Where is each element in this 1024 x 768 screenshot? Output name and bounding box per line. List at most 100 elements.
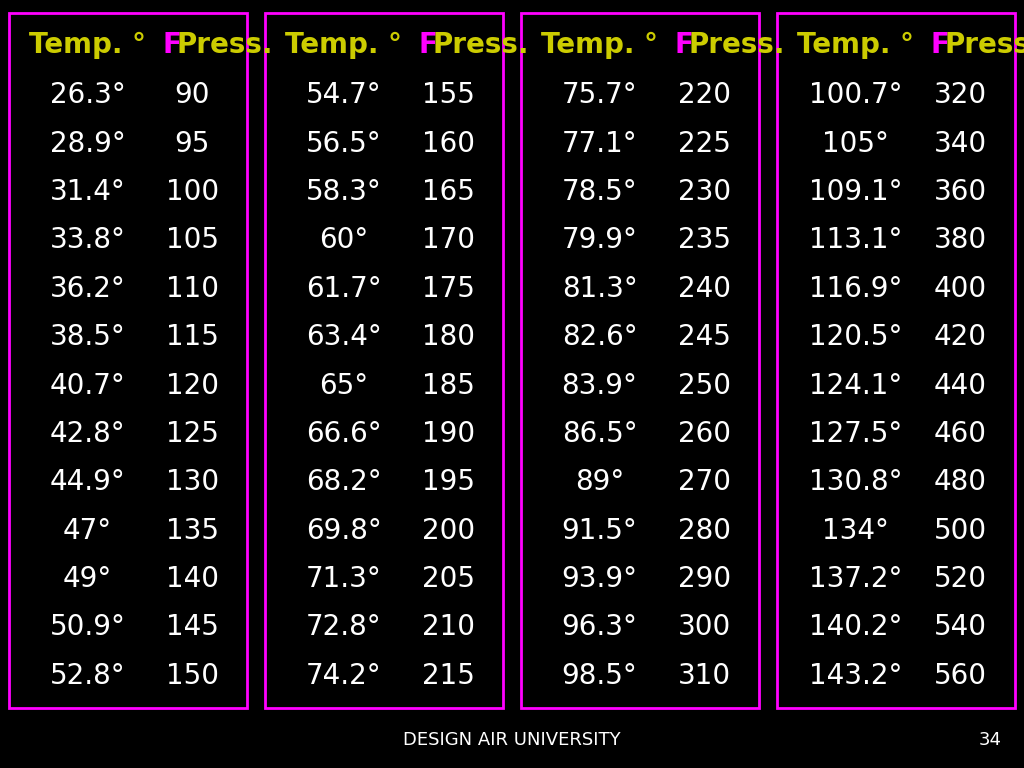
Text: 91.5°: 91.5° (562, 517, 637, 545)
Text: 42.8°: 42.8° (50, 420, 125, 448)
Text: 130.8°: 130.8° (809, 468, 902, 496)
Text: 115: 115 (166, 323, 219, 351)
Text: 65°: 65° (319, 372, 368, 399)
Text: 40.7°: 40.7° (50, 372, 125, 399)
Text: 28.9°: 28.9° (50, 130, 125, 157)
Text: 93.9°: 93.9° (561, 565, 638, 593)
Text: 180: 180 (422, 323, 475, 351)
Text: 100: 100 (166, 178, 219, 206)
Text: 66.6°: 66.6° (306, 420, 381, 448)
Text: 54.7°: 54.7° (306, 81, 381, 109)
Text: 190: 190 (422, 420, 475, 448)
Text: 116.9°: 116.9° (809, 275, 902, 303)
Text: F: F (674, 31, 693, 59)
Text: F: F (162, 31, 181, 59)
Text: 155: 155 (422, 81, 475, 109)
Text: 26.3°: 26.3° (50, 81, 125, 109)
Text: Press.: Press. (176, 31, 272, 59)
Text: 230: 230 (678, 178, 731, 206)
Bar (777, 13, 1015, 708)
Bar (265, 13, 503, 708)
Text: 245: 245 (678, 323, 731, 351)
Text: 500: 500 (934, 517, 987, 545)
Text: 420: 420 (934, 323, 987, 351)
Text: 540: 540 (934, 614, 987, 641)
Text: Temp. °: Temp. ° (285, 31, 402, 59)
Text: 170: 170 (422, 227, 475, 254)
Text: 140.2°: 140.2° (809, 614, 902, 641)
Text: 96.3°: 96.3° (561, 614, 638, 641)
Text: 77.1°: 77.1° (562, 130, 637, 157)
Text: Temp. °: Temp. ° (29, 31, 146, 59)
Text: 220: 220 (678, 81, 731, 109)
Text: Press.: Press. (432, 31, 528, 59)
Text: 82.6°: 82.6° (562, 323, 637, 351)
Text: 480: 480 (934, 468, 987, 496)
Text: 52.8°: 52.8° (50, 662, 125, 690)
Text: 113.1°: 113.1° (809, 227, 902, 254)
Text: 205: 205 (422, 565, 475, 593)
Text: 135: 135 (166, 517, 219, 545)
Text: 110: 110 (166, 275, 219, 303)
Text: Press.: Press. (688, 31, 784, 59)
Text: 250: 250 (678, 372, 731, 399)
Text: 175: 175 (422, 275, 475, 303)
Text: 86.5°: 86.5° (562, 420, 637, 448)
Text: 58.3°: 58.3° (306, 178, 381, 206)
Text: 560: 560 (934, 662, 987, 690)
Text: 95: 95 (174, 130, 210, 157)
Text: 78.5°: 78.5° (562, 178, 637, 206)
Text: 200: 200 (422, 517, 475, 545)
Text: 120.5°: 120.5° (809, 323, 902, 351)
Text: 137.2°: 137.2° (809, 565, 902, 593)
Text: 140: 140 (166, 565, 219, 593)
Text: 125: 125 (166, 420, 219, 448)
Text: F: F (418, 31, 437, 59)
Text: 100.7°: 100.7° (809, 81, 902, 109)
Text: 81.3°: 81.3° (562, 275, 637, 303)
Text: 44.9°: 44.9° (50, 468, 125, 496)
Text: 50.9°: 50.9° (49, 614, 126, 641)
Text: 71.3°: 71.3° (306, 565, 381, 593)
Text: 360: 360 (934, 178, 987, 206)
Text: 124.1°: 124.1° (809, 372, 902, 399)
Text: 160: 160 (422, 130, 475, 157)
Text: Temp. °: Temp. ° (541, 31, 658, 59)
Text: 83.9°: 83.9° (561, 372, 638, 399)
Text: 340: 340 (934, 130, 987, 157)
Text: 47°: 47° (63, 517, 112, 545)
Text: 210: 210 (422, 614, 475, 641)
Text: 109.1°: 109.1° (809, 178, 902, 206)
Text: 127.5°: 127.5° (809, 420, 902, 448)
Text: 105°: 105° (822, 130, 889, 157)
Bar (9, 13, 247, 708)
Text: 31.4°: 31.4° (50, 178, 125, 206)
Text: 130: 130 (166, 468, 219, 496)
Text: 69.8°: 69.8° (306, 517, 381, 545)
Text: 79.9°: 79.9° (561, 227, 638, 254)
Text: 61.7°: 61.7° (306, 275, 381, 303)
Text: 143.2°: 143.2° (809, 662, 902, 690)
Text: 460: 460 (934, 420, 987, 448)
Text: 440: 440 (934, 372, 987, 399)
Text: 225: 225 (678, 130, 731, 157)
Text: 34: 34 (979, 731, 1001, 749)
Text: 90: 90 (174, 81, 210, 109)
Text: 280: 280 (678, 517, 731, 545)
Text: 98.5°: 98.5° (562, 662, 637, 690)
Text: F: F (930, 31, 949, 59)
Text: 145: 145 (166, 614, 219, 641)
Text: 400: 400 (934, 275, 987, 303)
Bar (521, 13, 759, 708)
Text: 36.2°: 36.2° (50, 275, 125, 303)
Text: 72.8°: 72.8° (306, 614, 381, 641)
Text: DESIGN AIR UNIVERSITY: DESIGN AIR UNIVERSITY (403, 731, 621, 749)
Text: 33.8°: 33.8° (49, 227, 126, 254)
Text: Press.: Press. (944, 31, 1024, 59)
Text: 520: 520 (934, 565, 987, 593)
Text: 68.2°: 68.2° (306, 468, 381, 496)
Text: 74.2°: 74.2° (306, 662, 381, 690)
Text: 150: 150 (166, 662, 219, 690)
Text: 49°: 49° (62, 565, 113, 593)
Text: 215: 215 (422, 662, 475, 690)
